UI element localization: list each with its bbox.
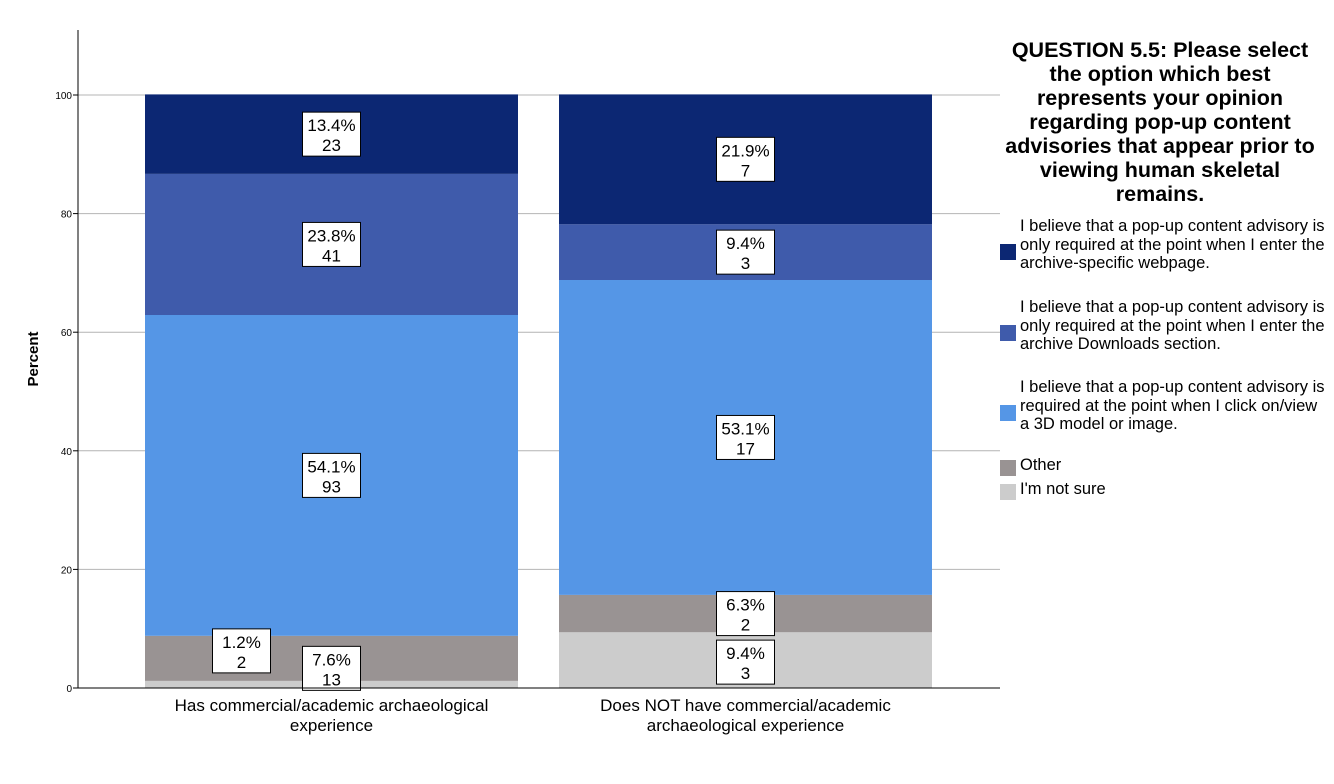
data-label-count: 2	[237, 653, 246, 672]
y-tick-label: 20	[61, 565, 73, 576]
data-label-box	[716, 591, 775, 637]
data-label-count: 17	[736, 439, 755, 458]
data-label-percent: 7.6%	[312, 650, 351, 669]
data-label-box	[302, 645, 361, 691]
x-category-label: Does NOT have commercial/academic archaeo…	[600, 696, 891, 735]
data-label-count: 23	[322, 136, 341, 155]
legend-swatch	[1000, 484, 1016, 500]
y-tick-label: 100	[55, 91, 72, 102]
legend-label: I'm not sure	[1020, 480, 1106, 498]
data-label-percent: 53.1%	[721, 419, 769, 438]
data-label-percent: 9.4%	[726, 234, 765, 253]
y-axis-title: Percent	[25, 331, 42, 386]
data-label-percent: 21.9%	[721, 141, 769, 160]
data-label-percent: 6.3%	[726, 596, 765, 615]
data-label-box	[212, 628, 271, 674]
y-tick-label: 60	[61, 328, 73, 339]
data-label-count: 93	[322, 477, 341, 496]
data-label-count: 3	[741, 664, 750, 683]
y-tick-label: 80	[61, 210, 73, 221]
data-label-count: 41	[322, 246, 341, 265]
x-category-label: Has commercial/academic archaeological ex…	[175, 696, 489, 735]
data-label-count: 3	[741, 254, 750, 273]
legend-label: I believe that a pop-up content advisory…	[1020, 378, 1325, 433]
data-label-percent: 1.2%	[222, 633, 261, 652]
legend-title: QUESTION 5.5: Please select the option w…	[1005, 38, 1315, 206]
legend-swatch	[1000, 325, 1016, 341]
data-label-percent: 23.8%	[307, 226, 355, 245]
data-label-box	[302, 111, 361, 157]
data-label-box	[716, 136, 775, 182]
legend-swatch	[1000, 244, 1016, 260]
data-label-percent: 54.1%	[307, 457, 355, 476]
legend-swatch	[1000, 460, 1016, 476]
data-label-count: 2	[741, 616, 750, 635]
data-label-box	[716, 229, 775, 275]
data-label-box	[302, 221, 361, 267]
legend-swatch	[1000, 405, 1016, 421]
data-label-count: 7	[741, 161, 750, 180]
data-label-percent: 9.4%	[726, 644, 765, 663]
legend-label: I believe that a pop-up content advisory…	[1020, 298, 1325, 353]
y-tick-label: 0	[66, 684, 72, 695]
legend-label: Other	[1020, 456, 1062, 474]
y-tick-label: 40	[61, 447, 73, 458]
legend-label: I believe that a pop-up content advisory…	[1020, 217, 1325, 272]
data-label-percent: 13.4%	[307, 116, 355, 135]
data-label-box	[716, 414, 775, 460]
data-label-count: 13	[322, 670, 341, 689]
data-label-box	[302, 452, 361, 498]
data-label-box	[716, 639, 775, 685]
